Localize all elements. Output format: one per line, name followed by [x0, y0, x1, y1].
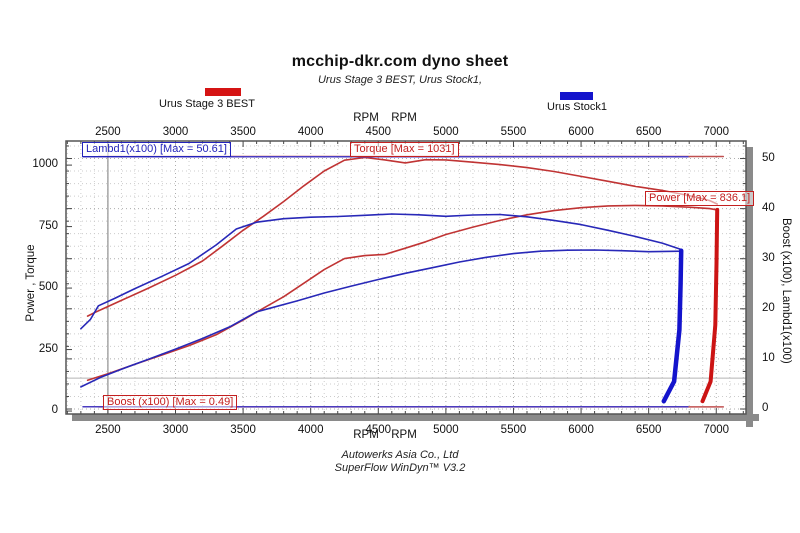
- series-stage3-power: [86, 204, 719, 382]
- series-stock-power: [80, 249, 683, 388]
- legend-label-stage3: Urus Stage 3 BEST: [159, 98, 255, 110]
- y-right-axis-title: Boost (x100), Lambd1(x100): [780, 218, 792, 364]
- legend-stock: [560, 92, 593, 100]
- series-stage3-run-end: [700, 207, 720, 404]
- footer-company: Autowerks Asia Co., Ltd: [341, 449, 459, 461]
- series-stage3-torque: [86, 156, 719, 317]
- plot-frame: [65, 140, 747, 415]
- footer-software: SuperFlow WinDyn™ V3.2: [334, 462, 466, 474]
- legend-swatch-stage3: [205, 88, 241, 96]
- plot-shadow-bottom: [72, 414, 759, 421]
- legend-swatch-stock: [560, 92, 593, 100]
- page-title: mcchip-dkr.com dyno sheet: [291, 53, 509, 70]
- legend-label-stock: Urus Stock1: [547, 101, 607, 113]
- series-stock-torque: [80, 213, 683, 330]
- plot-shadow-right: [746, 147, 753, 427]
- legend-stage3: [205, 88, 241, 96]
- y-left-axis-title: Power , Torque: [25, 244, 37, 322]
- plot-background: [66, 141, 746, 414]
- page-subtitle: Urus Stage 3 BEST, Urus Stock1,: [317, 74, 483, 86]
- series-stock-run-end: [661, 248, 684, 404]
